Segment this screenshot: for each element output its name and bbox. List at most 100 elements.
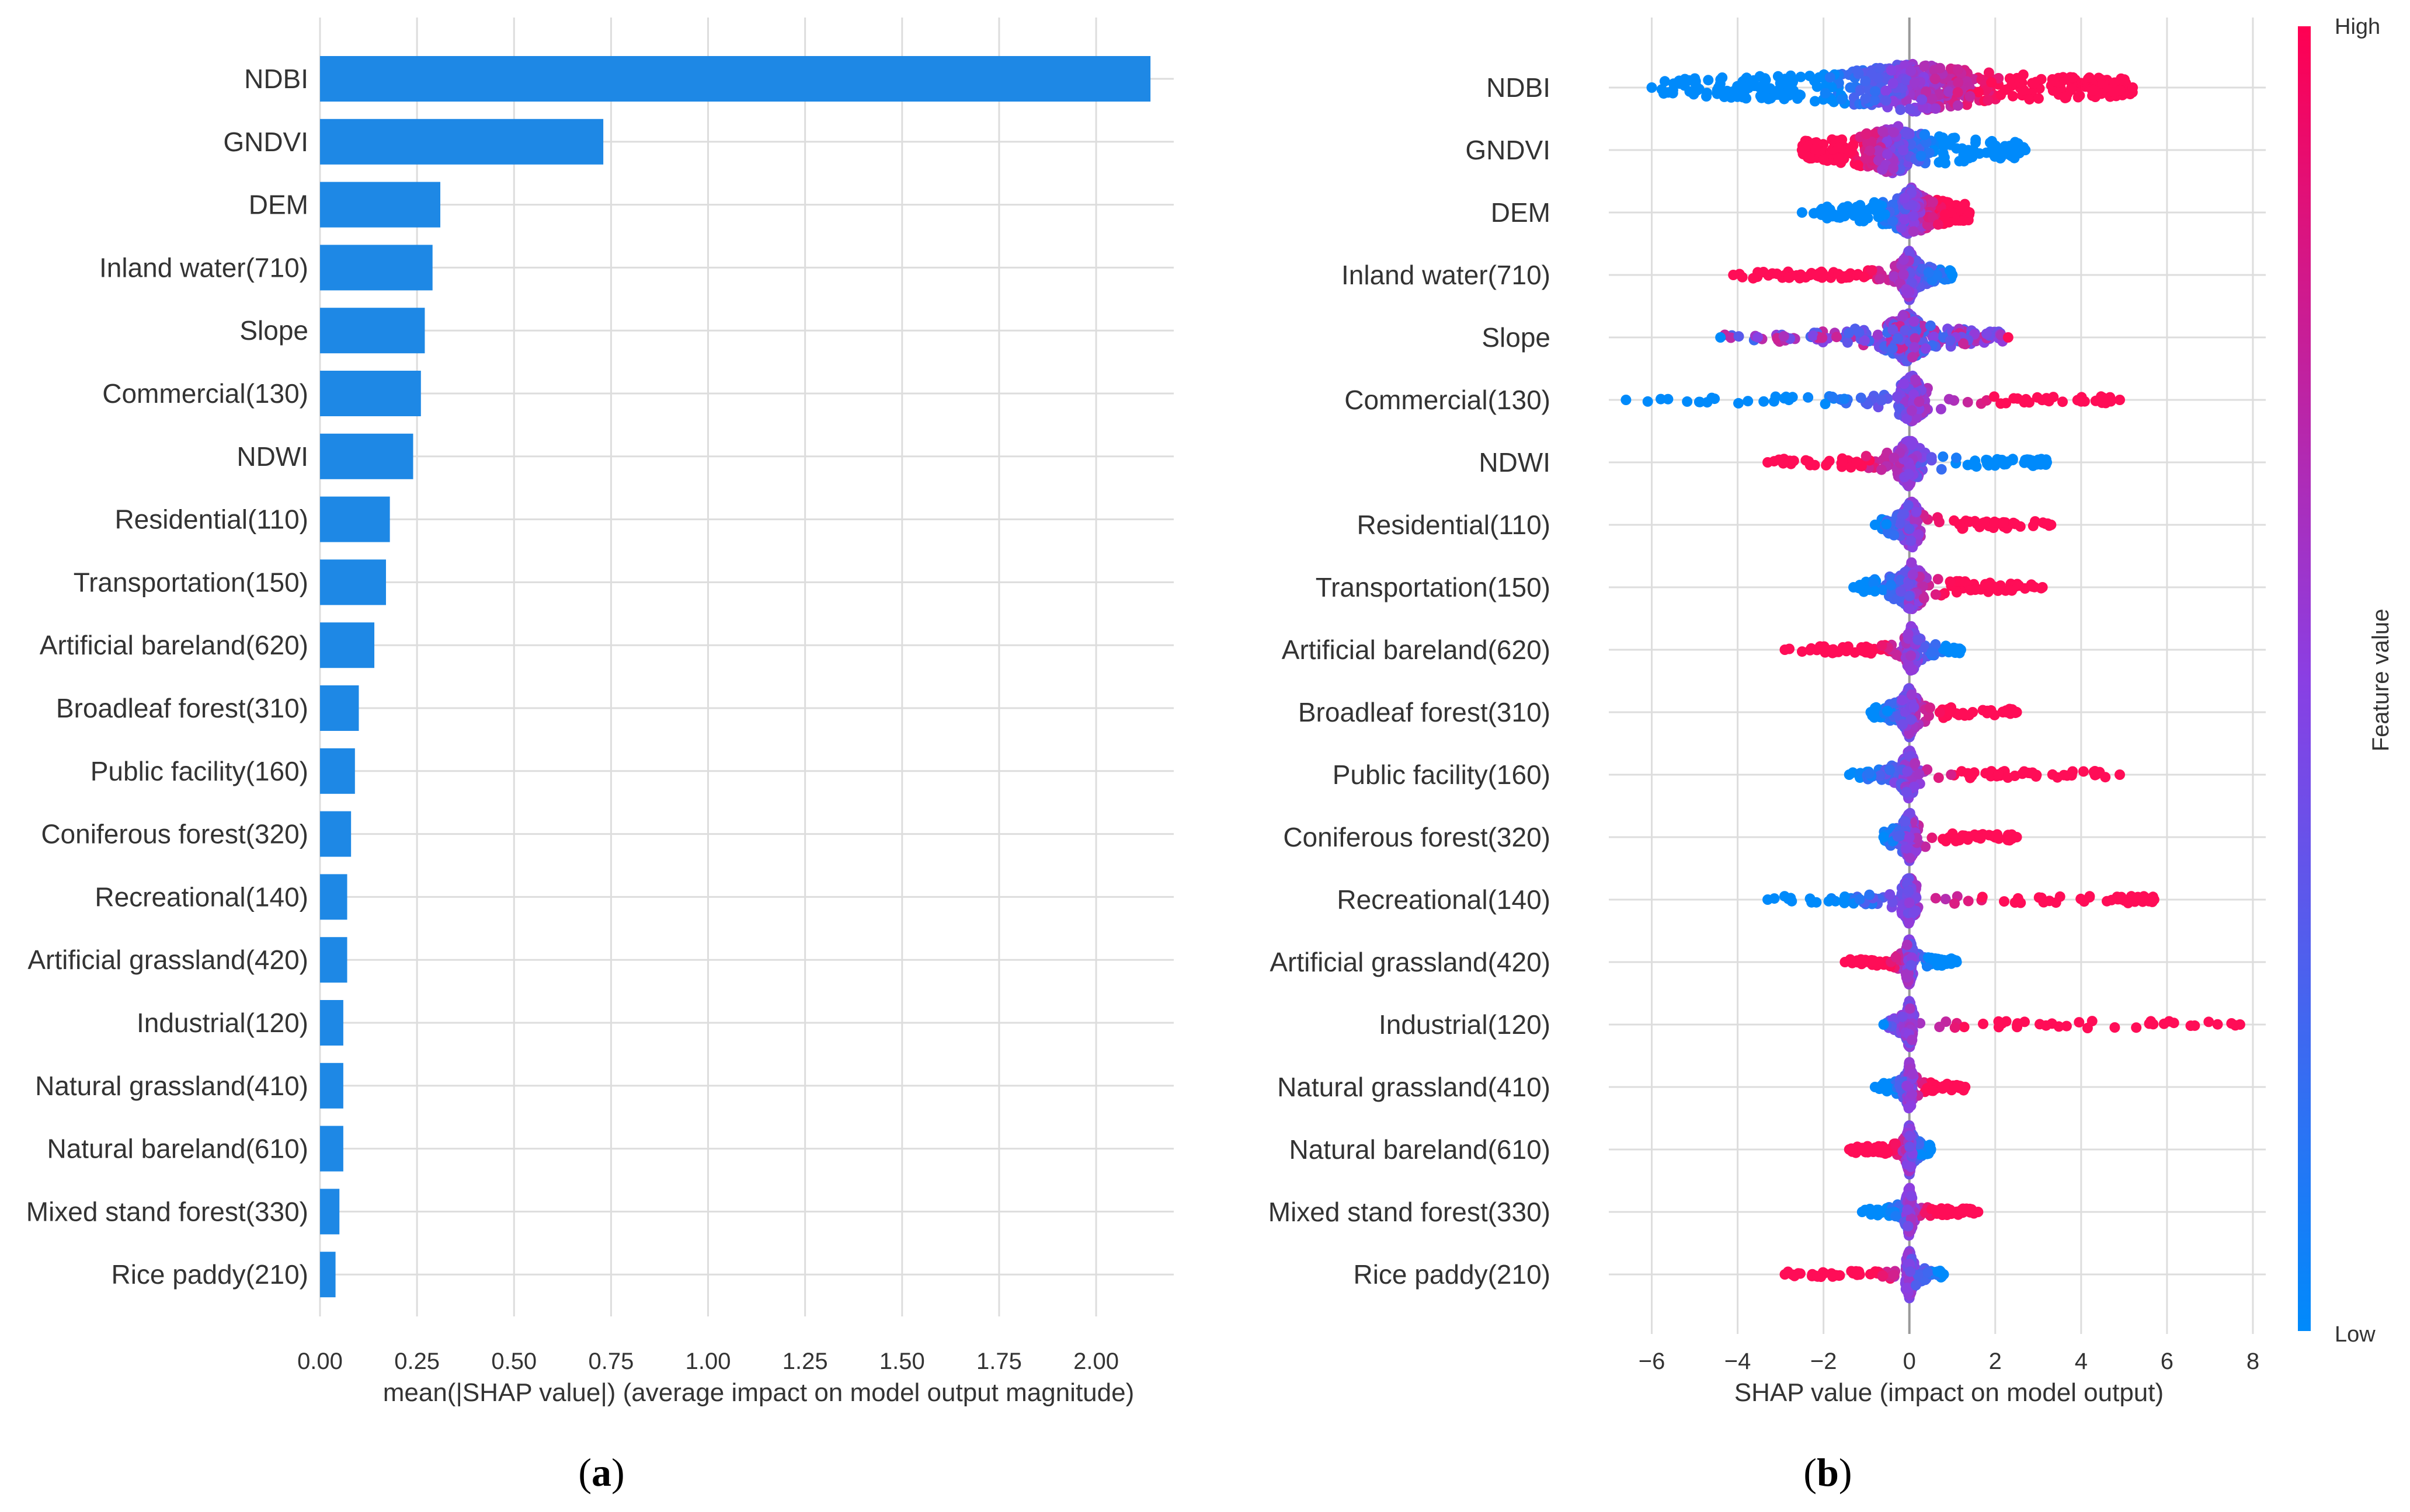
- b-point: [1946, 769, 1957, 780]
- b-point: [1926, 452, 1937, 463]
- b-point: [1934, 1022, 1945, 1033]
- b-point: [1924, 147, 1935, 158]
- b-point: [1887, 215, 1898, 227]
- b-point: [1932, 574, 1943, 585]
- b-point: [1772, 71, 1783, 82]
- b-point: [1854, 894, 1865, 905]
- b-point: [1903, 886, 1914, 897]
- b-point-min: [1869, 1082, 1880, 1092]
- b-point: [1818, 154, 1829, 165]
- b-point: [1898, 508, 1910, 520]
- b-point: [1901, 786, 1912, 797]
- b-point-min: [1839, 957, 1851, 967]
- b-point: [1919, 61, 1930, 72]
- a-bar-mixed-stand-forest-330: [320, 1189, 340, 1235]
- b-swarm-slope: [1715, 308, 2013, 367]
- b-point: [1952, 87, 1963, 98]
- b-point: [1912, 635, 1924, 646]
- panel-b-points: [1620, 58, 2245, 1304]
- b-point: [1703, 75, 1714, 86]
- b-point: [1717, 72, 1728, 83]
- b-point: [1941, 958, 1952, 969]
- b-point: [1868, 955, 1879, 966]
- b-point: [1970, 134, 1981, 145]
- b-point: [1934, 707, 1945, 718]
- b-point: [2075, 893, 2086, 904]
- a-bar-public-facility-160: [320, 748, 355, 794]
- b-point: [1907, 200, 1918, 211]
- b-point: [1943, 705, 1955, 716]
- b-swarm-artificial-bareland-620: [1779, 621, 1966, 676]
- b-point-min: [1762, 894, 1773, 905]
- b-point: [1752, 332, 1764, 343]
- b-point: [1692, 85, 1703, 96]
- b-point: [1901, 75, 1912, 85]
- b-point: [1880, 85, 1891, 96]
- b-point: [1907, 1034, 1918, 1046]
- b-point: [1778, 331, 1789, 342]
- a-label-rice-paddy-210: Rice paddy(210): [111, 1259, 308, 1290]
- b-point: [1899, 214, 1910, 225]
- b-point: [1821, 203, 1832, 214]
- b-point: [1945, 576, 1956, 587]
- b-point: [2028, 520, 2039, 531]
- b-point: [1837, 134, 1848, 145]
- b-point: [2001, 398, 2012, 409]
- a-bar-ndbi: [320, 56, 1151, 102]
- b-point: [2185, 1020, 2196, 1031]
- caption-a-open: (: [578, 1450, 592, 1494]
- b-point: [1767, 268, 1778, 279]
- a-label-dem: DEM: [249, 190, 308, 220]
- b-point: [1848, 140, 1859, 151]
- b-point: [1679, 74, 1691, 85]
- b-point: [1839, 393, 1850, 405]
- b-point: [1898, 269, 1909, 280]
- b-point: [1906, 405, 1917, 416]
- b-point: [1792, 93, 1803, 104]
- b-point: [1855, 392, 1866, 403]
- b-point: [1887, 343, 1898, 354]
- b-point: [2027, 581, 2038, 592]
- b-point: [1838, 202, 1849, 213]
- a-label-gndvi: GNDVI: [223, 127, 308, 157]
- b-point: [1832, 142, 1844, 153]
- b-point: [1925, 320, 1936, 331]
- b-point: [2007, 90, 2018, 102]
- b-point: [2011, 72, 2022, 83]
- b-point: [1901, 939, 1912, 950]
- b-point: [1918, 593, 1929, 604]
- b-point: [1732, 91, 1743, 102]
- b-point: [1987, 135, 1997, 147]
- b-point-max: [2046, 520, 2057, 530]
- b-point: [1992, 769, 2004, 780]
- b-point: [1923, 267, 1934, 278]
- b-point: [1908, 702, 1919, 713]
- panel-a-caption: (a): [578, 1450, 624, 1494]
- b-point: [2010, 518, 2020, 529]
- b-point: [2049, 76, 2060, 87]
- b-point: [1906, 689, 1917, 700]
- b-point: [1907, 351, 1918, 363]
- b-swarm-public-facility-160: [1844, 745, 2125, 804]
- b-point: [2078, 766, 2089, 777]
- a-label-artificial-bareland-620: Artificial bareland(620): [40, 630, 308, 660]
- b-point: [1951, 587, 1962, 598]
- b-point: [1806, 267, 1817, 278]
- a-xtick-6: 1.50: [879, 1349, 925, 1374]
- b-point: [1988, 391, 1999, 402]
- b-point: [1959, 156, 1970, 167]
- b-point: [2115, 85, 2126, 96]
- b-point: [1905, 535, 1917, 546]
- b-point: [1803, 392, 1814, 403]
- b-point: [1701, 91, 1712, 102]
- b-point: [1807, 330, 1818, 341]
- b-point-min: [1620, 395, 1632, 405]
- b-point: [1926, 93, 1938, 104]
- b-point: [1842, 337, 1853, 348]
- b-point: [2057, 396, 2068, 407]
- b-point: [1804, 644, 1816, 656]
- b-point: [1779, 93, 1790, 104]
- panel-a-x-tick-labels: 0.00 0.25 0.50 0.75 1.00 1.25 1.50 1.75 2.00: [297, 1349, 1119, 1374]
